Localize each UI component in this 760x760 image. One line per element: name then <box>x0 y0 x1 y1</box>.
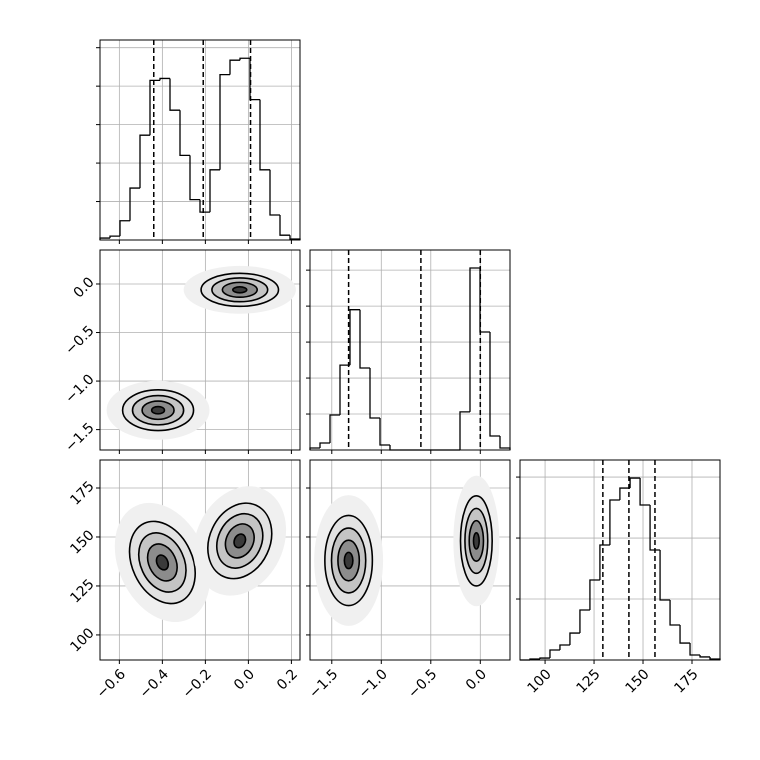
histogram-bin <box>279 215 290 236</box>
histogram-bin <box>459 411 470 450</box>
y-tick-label: 100 <box>67 625 97 655</box>
histogram-bin <box>109 235 120 239</box>
histogram-bin <box>339 364 350 415</box>
panel-frame <box>99 459 301 661</box>
y-tick-label: −1.5 <box>62 420 97 455</box>
histogram-bin <box>539 657 550 660</box>
histogram-bin <box>579 609 590 634</box>
histogram-bin <box>239 57 250 61</box>
y-tick-label: −0.5 <box>62 323 97 358</box>
histogram-bin <box>489 332 500 437</box>
x-tick-label: −1.5 <box>306 666 341 701</box>
histogram-bin <box>559 644 570 650</box>
histogram-bin <box>189 155 200 201</box>
histogram-bin <box>139 134 150 189</box>
histogram-bin <box>699 655 711 658</box>
histogram-bin <box>369 367 380 419</box>
histogram-bin <box>349 309 360 366</box>
histogram-bin <box>359 309 370 369</box>
density-contour <box>232 286 248 294</box>
histogram-bin <box>689 643 701 656</box>
histogram-bin <box>119 220 130 237</box>
x-tick-label: −0.6 <box>94 666 129 701</box>
x-tick-label: 100 <box>525 666 555 696</box>
histogram-bin <box>129 187 140 221</box>
histogram-bin <box>379 417 390 446</box>
x-tick-label: −0.4 <box>137 666 172 701</box>
panel-frame <box>99 39 301 241</box>
histogram-bin <box>269 169 280 216</box>
histogram-bin <box>569 632 580 645</box>
panel-frame <box>309 249 511 451</box>
histogram-bin <box>679 625 691 644</box>
histogram-bin <box>389 444 400 451</box>
histogram-bin <box>199 199 210 213</box>
histogram-bin <box>159 77 170 81</box>
density-contour <box>472 531 480 550</box>
y-tick-label: 175 <box>67 478 97 508</box>
y-tick-label: −1.0 <box>62 371 97 406</box>
panel-frame <box>309 459 511 661</box>
x-tick-label: 0.2 <box>274 666 301 693</box>
x-tick-label: 150 <box>622 666 652 696</box>
panel-frame <box>519 459 721 661</box>
histogram-bin <box>249 58 260 101</box>
x-tick-label: −1.0 <box>356 666 391 701</box>
histogram-bin <box>219 73 230 170</box>
histogram-bin <box>259 99 270 171</box>
panel-frame <box>99 249 301 451</box>
density-contour <box>343 551 354 570</box>
histogram-bin <box>549 649 560 659</box>
x-tick-label: −0.5 <box>405 666 440 701</box>
x-tick-label: 175 <box>671 666 701 696</box>
x-tick-label: −0.2 <box>180 666 215 701</box>
y-tick-label: 125 <box>67 576 97 606</box>
histogram-bin <box>149 79 160 136</box>
y-tick-label: 150 <box>67 527 97 557</box>
histogram-bin <box>179 110 190 157</box>
histogram-bin <box>659 550 671 601</box>
x-tick-label: 125 <box>573 666 603 696</box>
histogram-bin <box>499 435 511 450</box>
histogram-bin <box>169 78 180 111</box>
y-tick-label: 0.0 <box>71 274 98 301</box>
histogram-bin <box>479 267 490 333</box>
histogram-bin <box>599 544 610 580</box>
histogram-bin <box>639 478 651 506</box>
x-tick-label: 0.0 <box>463 666 490 693</box>
histogram-bin <box>209 169 220 213</box>
density-contour <box>150 405 166 415</box>
density-contour <box>155 554 170 571</box>
histogram-bin <box>319 442 330 448</box>
histogram-bin <box>669 600 681 626</box>
histogram-bin <box>649 505 661 551</box>
histogram-bin <box>629 477 641 489</box>
density-contour <box>233 533 247 549</box>
histogram-bin <box>619 487 631 500</box>
histogram-bin <box>229 59 240 75</box>
histogram-bin <box>469 267 480 412</box>
x-tick-label: 0.0 <box>231 666 258 693</box>
histogram-bin <box>589 579 600 610</box>
histogram-bin <box>609 499 620 545</box>
histogram-bin <box>329 414 340 444</box>
